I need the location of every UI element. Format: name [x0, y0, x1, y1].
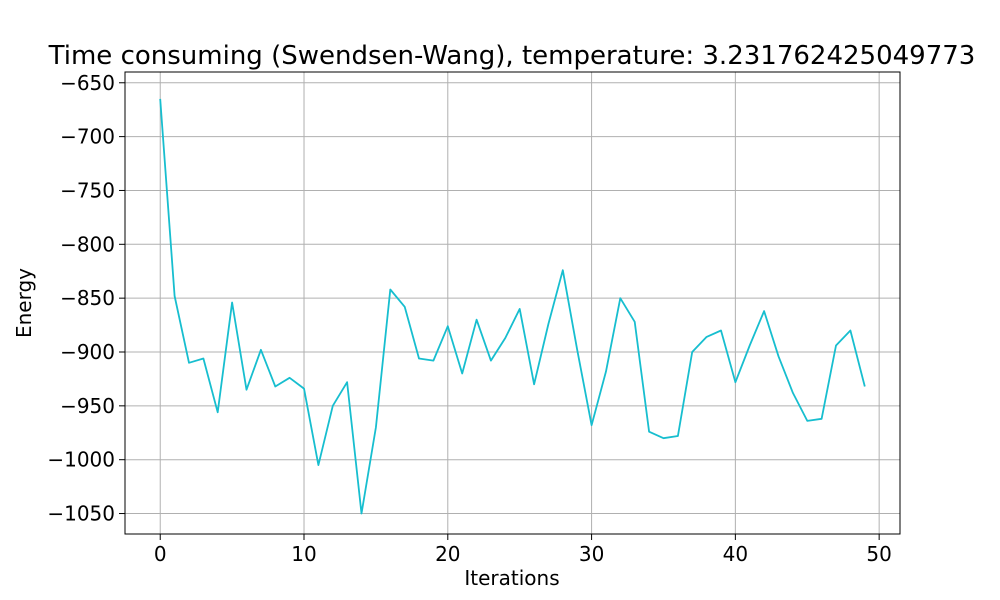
y-tick-label: −1000: [47, 448, 115, 472]
x-tick-label: 0: [154, 542, 167, 566]
x-tick-label: 30: [579, 542, 604, 566]
y-tick-label: −650: [60, 71, 115, 95]
x-tick-label: 20: [435, 542, 460, 566]
y-tick-label: −750: [60, 178, 115, 202]
x-tick-label: 40: [723, 542, 748, 566]
x-tick-label: 10: [291, 542, 316, 566]
x-axis-label: Iterations: [464, 566, 559, 590]
y-axis: −650 −700 −750 −800 −850 −900 −950 −1000 −1050: [47, 71, 125, 526]
chart-title: Time consuming (Swendsen-Wang), temperat…: [48, 41, 976, 71]
x-axis: 0 10 20 30 40 50: [154, 534, 892, 566]
y-tick-label: −1050: [47, 502, 115, 526]
series-layer: [159, 98, 866, 515]
y-tick-label: −800: [60, 232, 115, 256]
grid: [125, 72, 900, 534]
y-tick-label: −850: [60, 286, 115, 310]
y-axis-label: Energy: [12, 268, 36, 338]
y-tick-label: −900: [60, 340, 115, 364]
y-tick-label: −700: [60, 125, 115, 149]
y-tick-label: −950: [60, 394, 115, 418]
series-line: [159, 98, 866, 515]
x-tick-label: 50: [866, 542, 891, 566]
plot-frame: [124, 71, 901, 535]
